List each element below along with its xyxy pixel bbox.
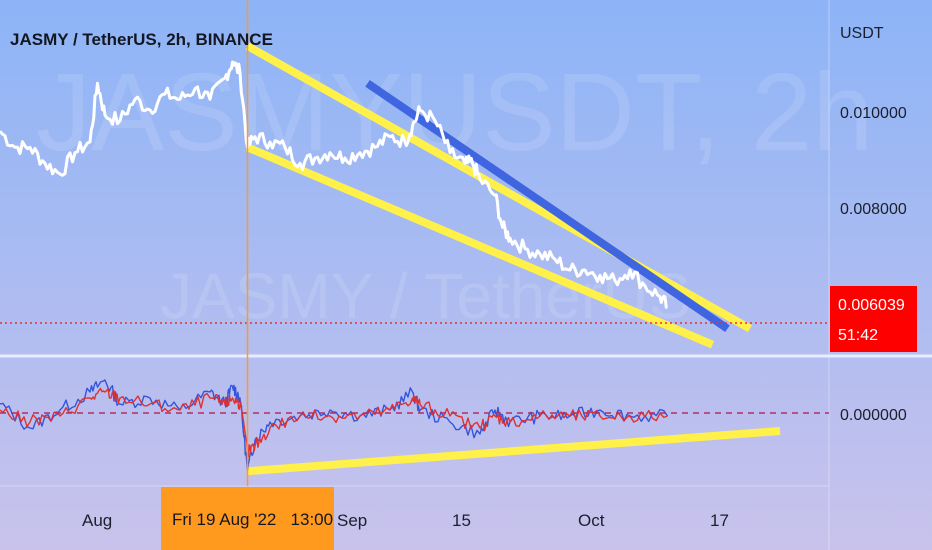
last-price-badge <box>830 286 917 352</box>
watermark-name: JASMY / TetherUS <box>160 260 691 332</box>
time-tick-aug: Aug <box>82 511 112 530</box>
blue-resistance-trendline[interactable] <box>365 80 730 332</box>
price-trendlines[interactable] <box>245 42 752 349</box>
time-tick-sep: Sep <box>337 511 367 530</box>
price-series <box>0 60 668 309</box>
oscillator-support-trendline[interactable] <box>247 427 781 476</box>
price-tick-label: 0.010000 <box>840 105 907 122</box>
time-tick-17: 17 <box>710 511 729 530</box>
chart-title: JASMY / TetherUS, 2h, BINANCE <box>10 30 273 49</box>
crosshair-time-label: Fri 19 Aug '22 13:00 <box>172 510 333 529</box>
yellow-wedge-trendline-0[interactable] <box>245 42 752 333</box>
oscillator-tick-label: 0.000000 <box>840 407 907 424</box>
oscillator-pane <box>0 379 781 476</box>
last-price-value: 0.006039 <box>838 297 905 314</box>
oscillator-series-red <box>0 387 668 458</box>
yellow-wedge-trendline-1[interactable] <box>245 143 715 349</box>
time-tick-15: 15 <box>452 511 471 530</box>
crosshair-time-badge <box>161 487 334 550</box>
time-tick-oct: Oct <box>578 511 605 530</box>
price-line-series-0 <box>0 60 668 309</box>
price-axis-currency: USDT <box>840 25 884 42</box>
last-price-countdown: 51:42 <box>838 327 878 344</box>
oscillator-series-blue <box>0 379 669 471</box>
price-tick-label: 0.008000 <box>840 201 907 218</box>
